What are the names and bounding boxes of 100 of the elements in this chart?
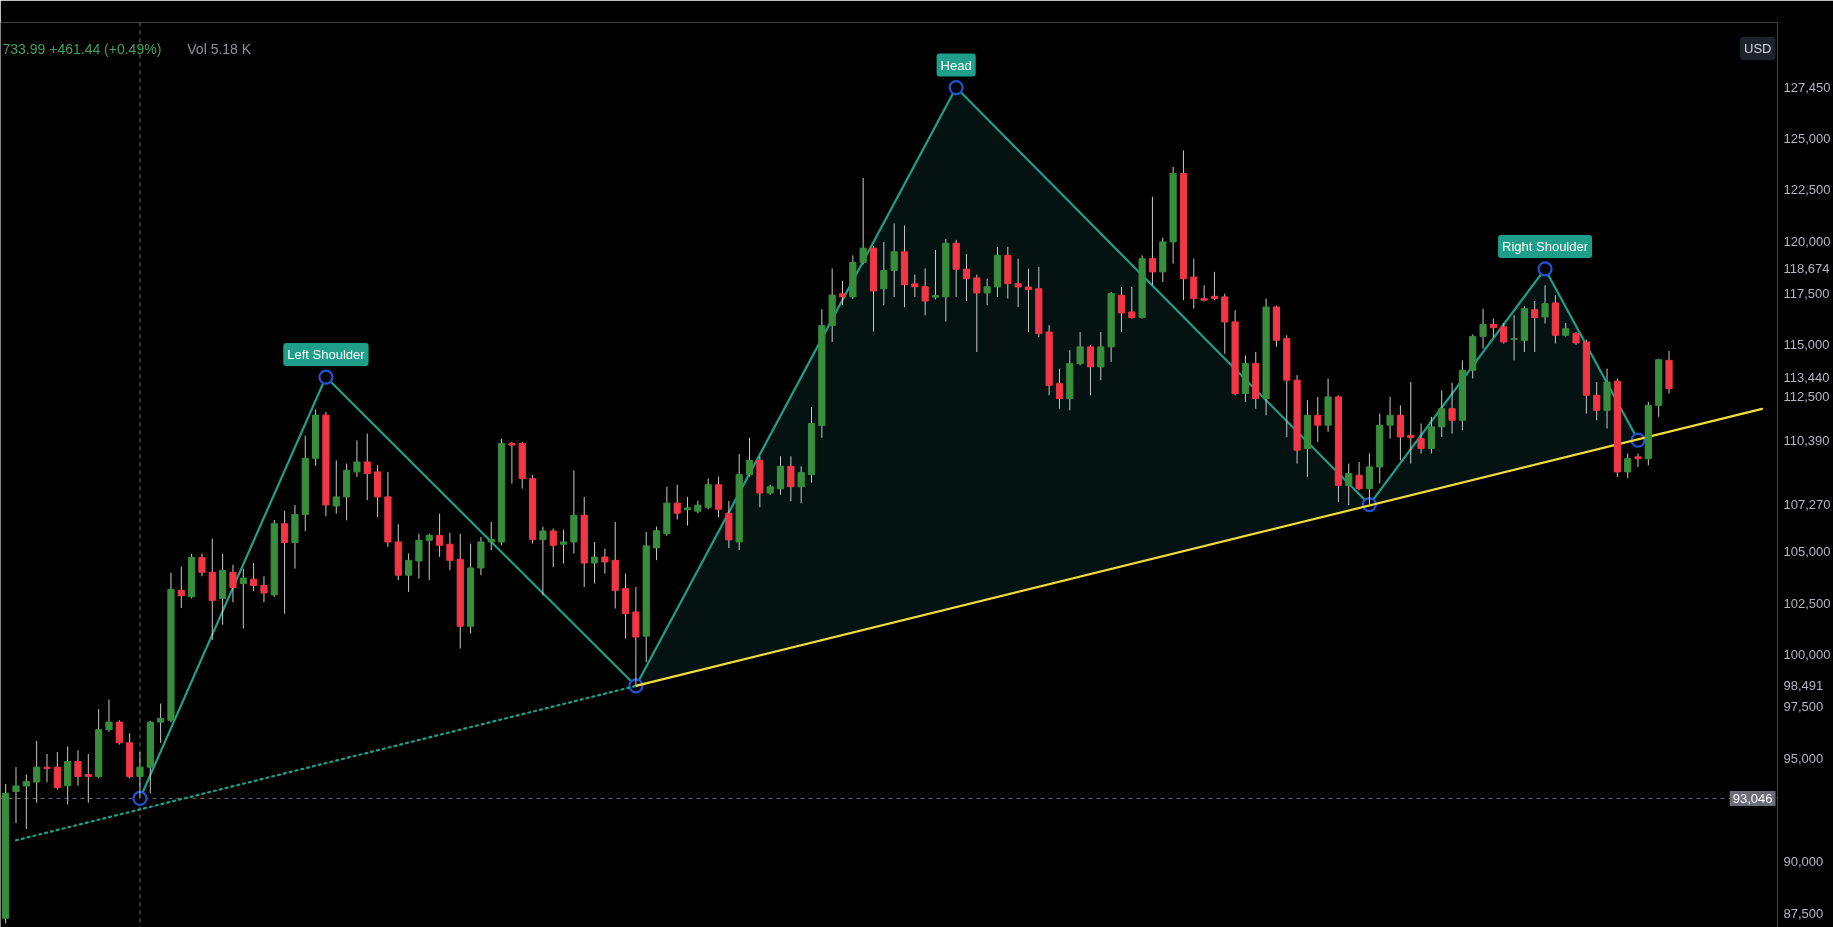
candlestick: [1128, 286, 1136, 320]
candlestick: [1634, 453, 1642, 468]
candlestick: [239, 568, 247, 630]
candlestick: [973, 274, 981, 353]
candlestick: [53, 751, 61, 790]
candlestick: [1510, 314, 1518, 361]
y-tick-label: 122,500: [1783, 182, 1831, 198]
candlestick: [1396, 404, 1404, 461]
candlestick: [1190, 258, 1198, 310]
candlestick: [1489, 318, 1497, 338]
candlestick: [260, 575, 268, 603]
candlestick: [652, 526, 661, 561]
candlestick: [446, 532, 454, 571]
annotation: Vol 5.18 K: [187, 40, 252, 57]
y-tick-label: 100,000: [1783, 647, 1831, 663]
y-tick-label: 107,270: [1783, 497, 1831, 513]
candlestick: [1624, 453, 1632, 479]
y-tick-label: 110,390: [1783, 432, 1830, 448]
candlestick: [1024, 268, 1033, 333]
candlestick: [704, 478, 712, 510]
candlestick: [84, 753, 92, 804]
candlestick: [1148, 196, 1157, 286]
candlestick: [1448, 382, 1456, 435]
candlestick: [1314, 396, 1322, 443]
y-tick-label: 97,500: [1783, 698, 1824, 714]
candlestick: [425, 533, 433, 581]
candlestick: [1541, 284, 1549, 325]
data-label: Right Shoulder: [1502, 238, 1589, 254]
candlestick: [229, 564, 237, 603]
candlestick: [911, 274, 919, 298]
candlestick: [787, 455, 795, 502]
candlestick: [1427, 416, 1435, 455]
candlestick: [1014, 258, 1022, 308]
candlestick: [1086, 344, 1095, 396]
candlestick: [33, 740, 41, 804]
candlestick: [1500, 322, 1508, 345]
candlestick: [508, 441, 516, 485]
candlestick: [931, 249, 940, 300]
candlestick: [745, 437, 754, 477]
y-tick-label: 95,000: [1783, 750, 1824, 766]
candlestick: [1345, 463, 1353, 506]
candlestick: [353, 439, 361, 478]
candlestick: [683, 496, 692, 527]
candlestick: [601, 548, 609, 575]
candlestick: [332, 459, 340, 515]
candlestick: [590, 541, 599, 584]
y-tick-label: 102,500: [1783, 595, 1831, 611]
candlestick: [1355, 461, 1363, 491]
candlestick: [921, 267, 929, 316]
candlestick: [115, 719, 123, 746]
candlestick: [22, 774, 30, 830]
ref-line-label: 93,046: [1732, 790, 1773, 806]
candlestick: [404, 553, 413, 593]
candlestick: [1097, 331, 1105, 381]
candlestick: [1438, 389, 1446, 438]
candlestick: [43, 753, 51, 783]
candlestick: [12, 766, 20, 824]
candlestick: [157, 703, 165, 744]
candlestick: [983, 278, 991, 306]
y-tick-label: 118,674: [1783, 261, 1830, 277]
y-tick-label: 125,000: [1783, 130, 1831, 146]
data-label: Left Shoulder: [287, 347, 366, 363]
y-tick-label: 117,500: [1783, 285, 1830, 301]
data-label: Head: [940, 57, 972, 73]
y-tick-label: 113,440: [1783, 369, 1830, 385]
candlestick: [890, 223, 898, 298]
y-tick-label: 90,000: [1783, 853, 1824, 869]
y-tick-label: 127,450: [1783, 80, 1831, 96]
candlestick: [415, 533, 423, 580]
candlestick: [1531, 300, 1539, 353]
candlestick: [1117, 286, 1126, 333]
candlestick: [880, 241, 888, 306]
y-axis-title: USD: [1744, 41, 1772, 56]
candlestick: [962, 253, 971, 302]
candlestick: [838, 280, 847, 306]
candlestick: [74, 749, 82, 787]
candlestick: [250, 562, 258, 592]
candlestick: [281, 510, 289, 615]
candlestick: [487, 521, 495, 551]
candlestick: [673, 484, 681, 520]
y-tick-label: 120,000: [1783, 234, 1831, 250]
candlestick: [1407, 381, 1415, 465]
candlestick: [797, 465, 805, 504]
y-tick-label: 112,500: [1783, 388, 1830, 404]
candlestick: [1210, 271, 1219, 301]
candlestick: [363, 433, 371, 501]
candlestick: [1365, 453, 1374, 506]
y-tick-label: 87,500: [1783, 905, 1824, 921]
candlestick: [105, 699, 113, 733]
candlestick: [1076, 331, 1084, 366]
candlestick: [539, 526, 547, 596]
candlestick: [1479, 308, 1487, 350]
candlestick: [136, 751, 144, 799]
y-tick-label: 105,000: [1783, 543, 1831, 559]
candlestick: [177, 566, 185, 609]
candlestick: [1593, 381, 1601, 421]
candlestick: [1055, 368, 1064, 410]
candlestick: [859, 177, 867, 265]
candlestick: [549, 528, 557, 568]
candlestick: [1200, 284, 1208, 302]
